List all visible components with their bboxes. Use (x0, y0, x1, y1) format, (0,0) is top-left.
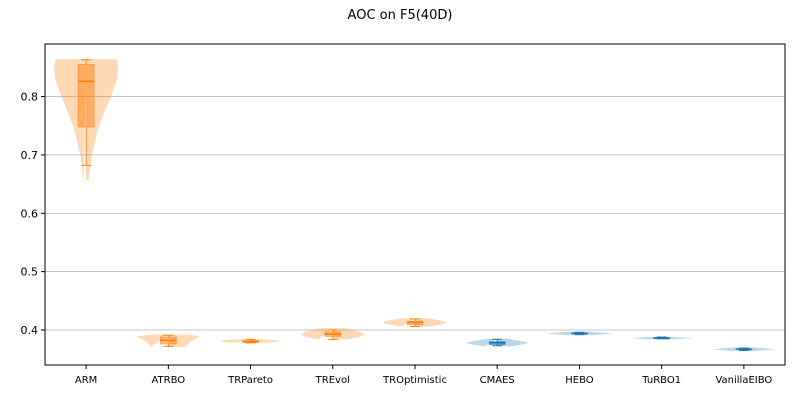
y-tick-label: 0.8 (21, 91, 39, 104)
iqr-box (77, 64, 95, 128)
box-plots (77, 59, 753, 351)
x-tick-label: TuRBO1 (641, 375, 681, 386)
x-tick-label: CMAES (480, 375, 515, 386)
violin-ATRBO (136, 334, 201, 347)
y-tick-label: 0.7 (21, 149, 39, 162)
box-VanillaEIBO (735, 347, 753, 351)
x-tick-label: TREvol (315, 375, 350, 386)
y-tick-label: 0.5 (21, 266, 39, 279)
x-tick-label: TROptimistic (382, 375, 447, 386)
y-tick-label: 0.4 (21, 324, 39, 337)
violin-CMAES (465, 338, 530, 347)
x-tick-label: TRPareto (227, 375, 273, 386)
x-axis: ARM ATRBO TRPareto TREvol TROptimistic CMAES H… (75, 365, 772, 386)
x-tick-label: VanillaEIBO (715, 375, 772, 386)
grid-lines (45, 96, 785, 331)
violin-ARM (54, 59, 119, 180)
violins (54, 59, 776, 351)
box-TRPareto (242, 338, 259, 344)
x-tick-label: ATRBO (151, 375, 185, 386)
x-tick-label: ARM (75, 375, 97, 386)
box-TROptimistic (406, 318, 424, 327)
box-ATRBO (159, 334, 177, 347)
y-axis: 0.4 0.5 0.6 0.7 0.8 (21, 91, 45, 337)
box-CMAES (488, 338, 506, 347)
plot-frame (44, 43, 786, 366)
box-HEBO (571, 331, 588, 336)
box-TREvol (324, 329, 342, 340)
y-tick-label: 0.6 (21, 207, 39, 220)
box-TuRBO1 (653, 336, 671, 340)
box-ARM (77, 59, 95, 166)
chart-title: AOC on F5(40D) (348, 8, 453, 23)
violin-HEBO (547, 331, 612, 336)
x-tick-label: HEBO (565, 375, 594, 386)
